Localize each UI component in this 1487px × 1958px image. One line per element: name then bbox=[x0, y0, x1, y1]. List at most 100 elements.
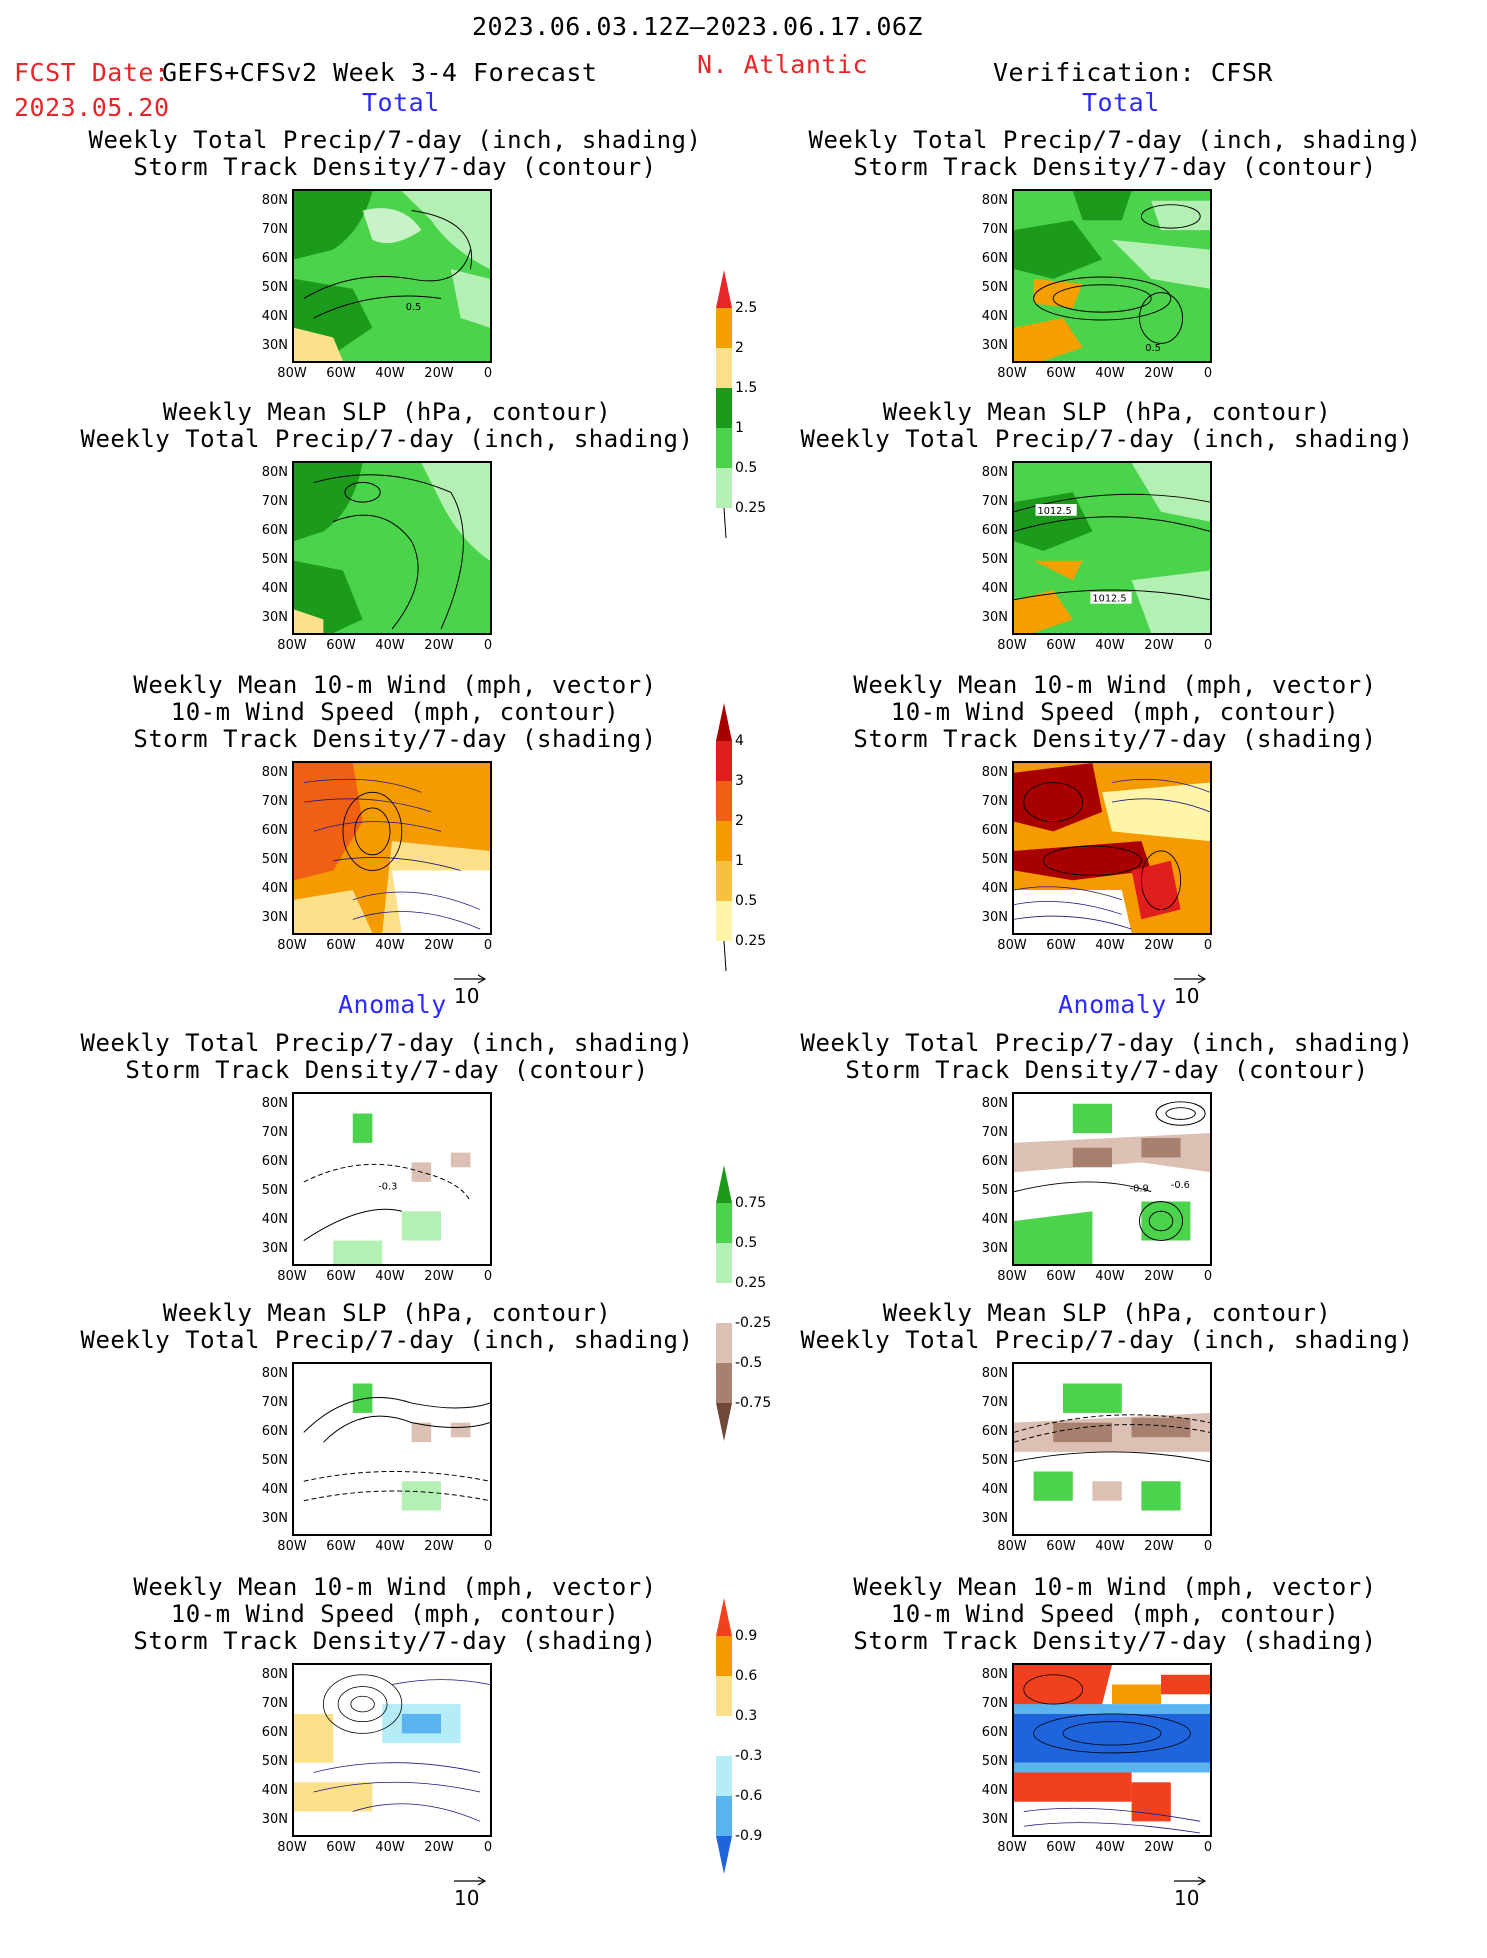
lat-label: 50N bbox=[261, 1453, 288, 1468]
lat-label: 70N bbox=[981, 222, 1008, 237]
lat-label: 50N bbox=[261, 1754, 288, 1769]
contour-label: 1012.5 bbox=[1038, 506, 1072, 517]
colorbar-segment bbox=[716, 1636, 732, 1676]
lat-label: 60N bbox=[981, 823, 1008, 838]
arrow-icon bbox=[1174, 1876, 1207, 1886]
panel-title-total-slp-right: Weekly Mean SLP (hPa, contour) Weekly To… bbox=[757, 399, 1457, 453]
colorbar-segment bbox=[716, 1676, 732, 1716]
colorbar-tick-label: -0.9 bbox=[735, 1828, 763, 1844]
title-line: Weekly Mean 10-m Wind (mph, vector) bbox=[853, 671, 1377, 699]
lon-label: 40W bbox=[1095, 1539, 1125, 1554]
colorbar-segment bbox=[716, 1796, 732, 1836]
lat-label: 40N bbox=[981, 1783, 1008, 1798]
lon-label: 60W bbox=[1046, 1269, 1076, 1284]
panel-title-total-precip-left: Weekly Total Precip/7-day (inch, shading… bbox=[45, 127, 745, 181]
lat-label: 80N bbox=[981, 765, 1008, 780]
lon-label: 60W bbox=[326, 1539, 356, 1554]
colorbar-total-precip: 2.5 2 1.5 1 0.5 0.25 bbox=[716, 270, 776, 564]
lat-label: 50N bbox=[981, 1183, 1008, 1198]
colorbar-segment bbox=[716, 1203, 732, 1243]
lon-label: 0 bbox=[483, 638, 493, 653]
contour-label: 0.5 bbox=[1145, 343, 1161, 354]
arrow-icon bbox=[454, 974, 487, 984]
lat-label: 70N bbox=[981, 1125, 1008, 1140]
lat-label: 60N bbox=[981, 251, 1008, 266]
lat-label: 30N bbox=[261, 338, 288, 353]
period-title: 2023.06.03.12Z–2023.06.17.06Z bbox=[472, 12, 923, 41]
colorbar-graphic bbox=[716, 703, 732, 972]
lon-label: 40W bbox=[375, 638, 405, 653]
lat-label: 60N bbox=[261, 1424, 288, 1439]
verification-label: Verification: CFSR bbox=[993, 58, 1273, 87]
lat-label: 80N bbox=[261, 193, 288, 208]
colorbar-arrow-bottom bbox=[716, 1836, 732, 1874]
lon-label: 0 bbox=[483, 938, 493, 953]
contour-label: -0.3 bbox=[378, 1182, 397, 1193]
colorbar-tick-label: 0.3 bbox=[735, 1708, 758, 1724]
section-total-left: Total bbox=[362, 88, 440, 117]
lat-label: 80N bbox=[981, 465, 1008, 480]
colorbar-segment bbox=[716, 388, 732, 428]
map-anom-precip-fcst: -0.3 bbox=[292, 1092, 492, 1266]
panel-title-total-slp-left: Weekly Mean SLP (hPa, contour) Weekly To… bbox=[37, 399, 737, 453]
title-line: Weekly Total Precip/7-day (inch, shading… bbox=[80, 425, 694, 453]
lon-label: 20W bbox=[424, 938, 454, 953]
arrow-icon bbox=[1174, 974, 1207, 984]
title-line: Weekly Total Precip/7-day (inch, shading… bbox=[808, 126, 1422, 154]
vector-reference-label: 10 bbox=[454, 1886, 480, 1910]
panel-title-anom-slp-left: Weekly Mean SLP (hPa, contour) Weekly To… bbox=[37, 1300, 737, 1354]
title-line: Storm Track Density/7-day (contour) bbox=[845, 1056, 1369, 1084]
vector-reference-total-left: 10 bbox=[452, 966, 488, 1008]
vector-reference-label: 10 bbox=[454, 984, 480, 1008]
title-line: Storm Track Density/7-day (shading) bbox=[853, 1627, 1377, 1655]
colorbar-tick-label: 2 bbox=[735, 340, 744, 356]
lon-label: 20W bbox=[1144, 638, 1174, 653]
lat-label: 70N bbox=[261, 1125, 288, 1140]
title-line: Weekly Mean SLP (hPa, contour) bbox=[162, 398, 612, 426]
panel-title-anom-slp-right: Weekly Mean SLP (hPa, contour) Weekly To… bbox=[757, 1300, 1457, 1354]
lon-label: 40W bbox=[1095, 938, 1125, 953]
lon-label: 20W bbox=[1144, 1840, 1174, 1855]
title-line: Weekly Mean 10-m Wind (mph, vector) bbox=[853, 1573, 1377, 1601]
lat-label: 50N bbox=[981, 1453, 1008, 1468]
colorbar-arrow-top bbox=[716, 270, 732, 308]
colorbar-tick-label: -0.3 bbox=[735, 1748, 763, 1764]
title-line: Weekly Mean SLP (hPa, contour) bbox=[882, 398, 1332, 426]
colorbar-arrow-bottom bbox=[716, 1403, 732, 1441]
lat-label: 80N bbox=[261, 765, 288, 780]
title-line: Weekly Total Precip/7-day (inch, shading… bbox=[800, 1326, 1414, 1354]
colorbar-tick-label: 1 bbox=[735, 420, 744, 436]
map-anom-slp-obs bbox=[1012, 1362, 1212, 1536]
lon-label: 40W bbox=[1095, 638, 1125, 653]
lat-label: 80N bbox=[261, 465, 288, 480]
title-line: 10-m Wind Speed (mph, contour) bbox=[170, 1600, 620, 1628]
vector-reference-label: 10 bbox=[1174, 984, 1200, 1008]
lon-label: 80W bbox=[997, 938, 1027, 953]
lon-label: 80W bbox=[997, 366, 1027, 381]
lat-label: 70N bbox=[261, 794, 288, 809]
colorbar-tick-label: 0.75 bbox=[735, 1195, 767, 1211]
title-line: Storm Track Density/7-day (shading) bbox=[853, 725, 1377, 753]
title-line: 10-m Wind Speed (mph, contour) bbox=[890, 698, 1340, 726]
lat-label: 60N bbox=[981, 1424, 1008, 1439]
colorbar-graphic bbox=[716, 270, 732, 539]
lat-label: 40N bbox=[261, 1783, 288, 1798]
lat-label: 40N bbox=[981, 581, 1008, 596]
lon-label: 20W bbox=[1144, 1539, 1174, 1554]
lon-label: 0 bbox=[1203, 1269, 1213, 1284]
lat-label: 80N bbox=[981, 1667, 1008, 1682]
lat-label: 80N bbox=[981, 1096, 1008, 1111]
colorbar-arrow-top bbox=[716, 1165, 732, 1203]
colorbar-tick-label: 1 bbox=[735, 853, 744, 869]
lon-label: 80W bbox=[277, 1539, 307, 1554]
lat-label: 70N bbox=[981, 794, 1008, 809]
lat-label: 50N bbox=[261, 1183, 288, 1198]
lon-label: 0 bbox=[1203, 366, 1213, 381]
colorbar-segment bbox=[716, 901, 732, 941]
lat-label: 40N bbox=[261, 881, 288, 896]
colorbar-segment bbox=[716, 308, 732, 348]
lat-label: 60N bbox=[261, 1154, 288, 1169]
title-line: Weekly Mean 10-m Wind (mph, vector) bbox=[133, 671, 657, 699]
title-line: Storm Track Density/7-day (shading) bbox=[133, 725, 657, 753]
lat-label: 60N bbox=[981, 523, 1008, 538]
